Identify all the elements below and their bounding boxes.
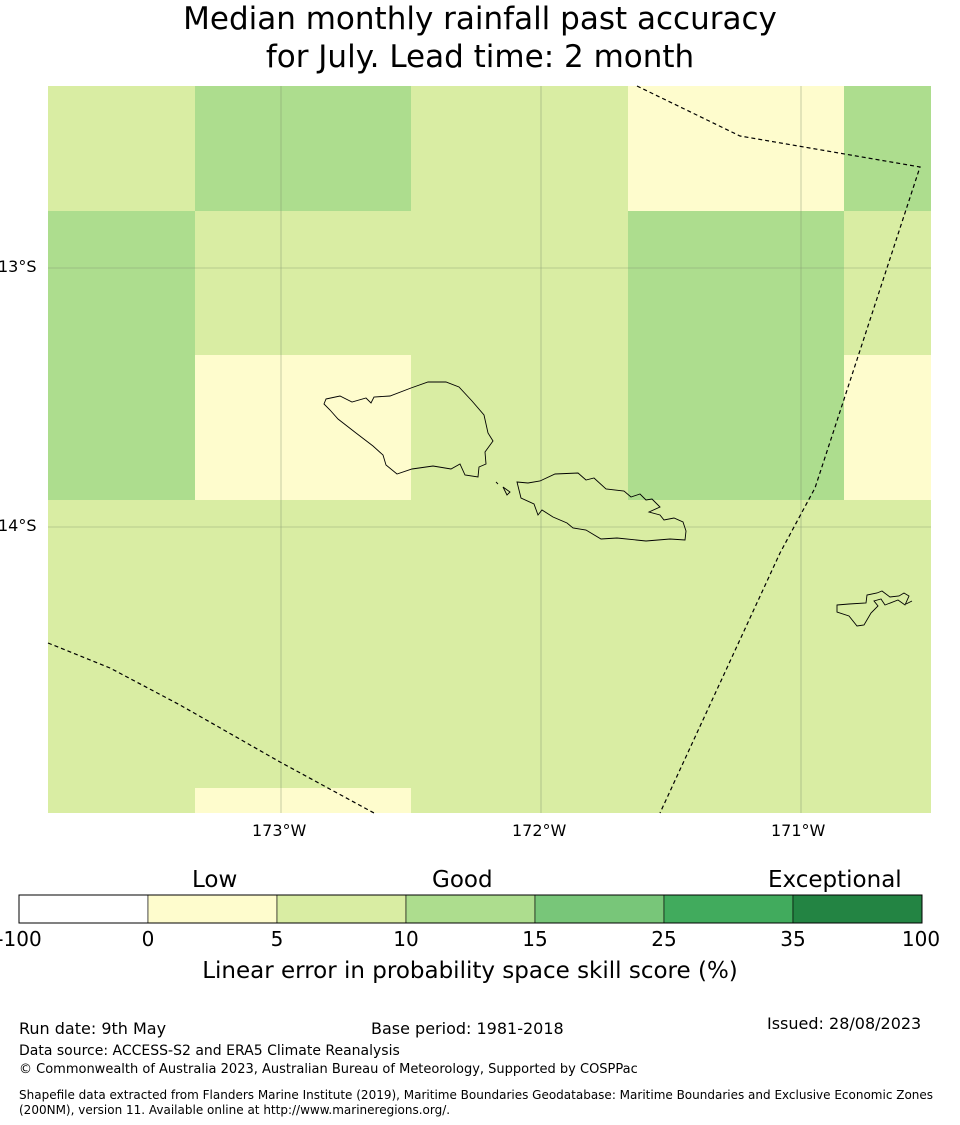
grid-cell <box>195 355 411 500</box>
lon-label-171w: 171°W <box>771 821 826 840</box>
category-exceptional: Exceptional <box>768 867 902 893</box>
island-upolu <box>516 472 687 542</box>
title-line-1: Median monthly rainfall past accuracy <box>183 1 777 37</box>
grid-cell <box>48 211 195 355</box>
island-manono <box>502 486 511 496</box>
colorbar-segment <box>792 894 923 924</box>
grid-cell <box>844 788 931 813</box>
islands <box>323 381 913 627</box>
grid-cell <box>411 500 628 788</box>
grid-cell <box>195 500 411 788</box>
grid-cell <box>628 788 844 813</box>
grid-cell <box>195 788 411 813</box>
run-date: Run date: 9th May <box>19 1019 167 1038</box>
boundary-northeast <box>636 85 921 814</box>
colorbar-segment <box>663 894 794 924</box>
grid-cell <box>628 500 844 788</box>
colorbar-segment <box>18 894 149 924</box>
colorbar-title: Linear error in probability space skill … <box>202 958 738 984</box>
issued-date: Issued: 28/08/2023 <box>767 1014 922 1033</box>
grid-cell <box>48 500 195 788</box>
grid-cell <box>844 500 931 788</box>
boundary-southwest <box>47 642 375 814</box>
tick-label: 35 <box>780 927 806 951</box>
colorbar-segment <box>534 894 665 924</box>
island-savaii <box>323 381 494 478</box>
shapefile-credit-1: Shapefile data extracted from Flanders M… <box>19 1088 934 1102</box>
tick-label: 100 <box>901 927 941 951</box>
category-low: Low <box>192 867 238 893</box>
base-period: Base period: 1981-2018 <box>371 1019 564 1038</box>
grid-cell <box>628 211 844 355</box>
grid-cell <box>195 86 411 211</box>
island-apolima <box>495 481 499 485</box>
colorbar-segment <box>147 894 278 924</box>
tick-label: -100 <box>0 927 42 951</box>
grid-cell <box>48 355 195 500</box>
lon-label-173w: 173°W <box>252 821 307 840</box>
tick-label: 10 <box>393 927 419 951</box>
lon-label-172w: 172°W <box>512 821 567 840</box>
tick-label: 25 <box>651 927 677 951</box>
title-line-2: for July. Lead time: 2 month <box>265 39 695 75</box>
data-source: Data source: ACCESS-S2 and ERA5 Climate … <box>19 1043 400 1059</box>
map-figure <box>18 85 931 924</box>
skill-grid <box>48 86 931 813</box>
grid-cell <box>48 86 195 211</box>
island-aunuu <box>905 600 913 605</box>
grid-cell <box>411 788 628 813</box>
grid-cell <box>411 211 628 355</box>
grid-cell <box>411 86 628 211</box>
island-tutuila <box>836 590 910 627</box>
grid-cell <box>628 86 844 211</box>
tick-label: 5 <box>270 927 284 951</box>
grid-cell <box>48 788 195 813</box>
colorbar-segment <box>405 894 536 924</box>
tick-label: 15 <box>522 927 548 951</box>
copyright: © Commonwealth of Australia 2023, Austra… <box>19 1062 638 1077</box>
colorbar <box>18 894 923 924</box>
grid-cell <box>844 86 931 211</box>
grid-cell <box>195 211 411 355</box>
lat-label-14s: 14°S <box>0 516 37 535</box>
map-title: Median monthly rainfall past accuracy fo… <box>0 0 960 76</box>
grid-cell <box>844 211 931 355</box>
colorbar-segment <box>276 894 407 924</box>
graticule <box>48 86 931 813</box>
maritime-boundaries <box>47 85 921 814</box>
grid-cell <box>411 355 628 500</box>
colorbar-outline <box>18 894 923 924</box>
shapefile-credit-2: (200NM), version 11. Available online at… <box>19 1103 451 1117</box>
grid-cell <box>628 355 844 500</box>
grid-cell <box>844 355 931 500</box>
tick-label: 0 <box>141 927 155 951</box>
category-good: Good <box>432 867 493 893</box>
lat-label-13s: 13°S <box>0 257 37 276</box>
